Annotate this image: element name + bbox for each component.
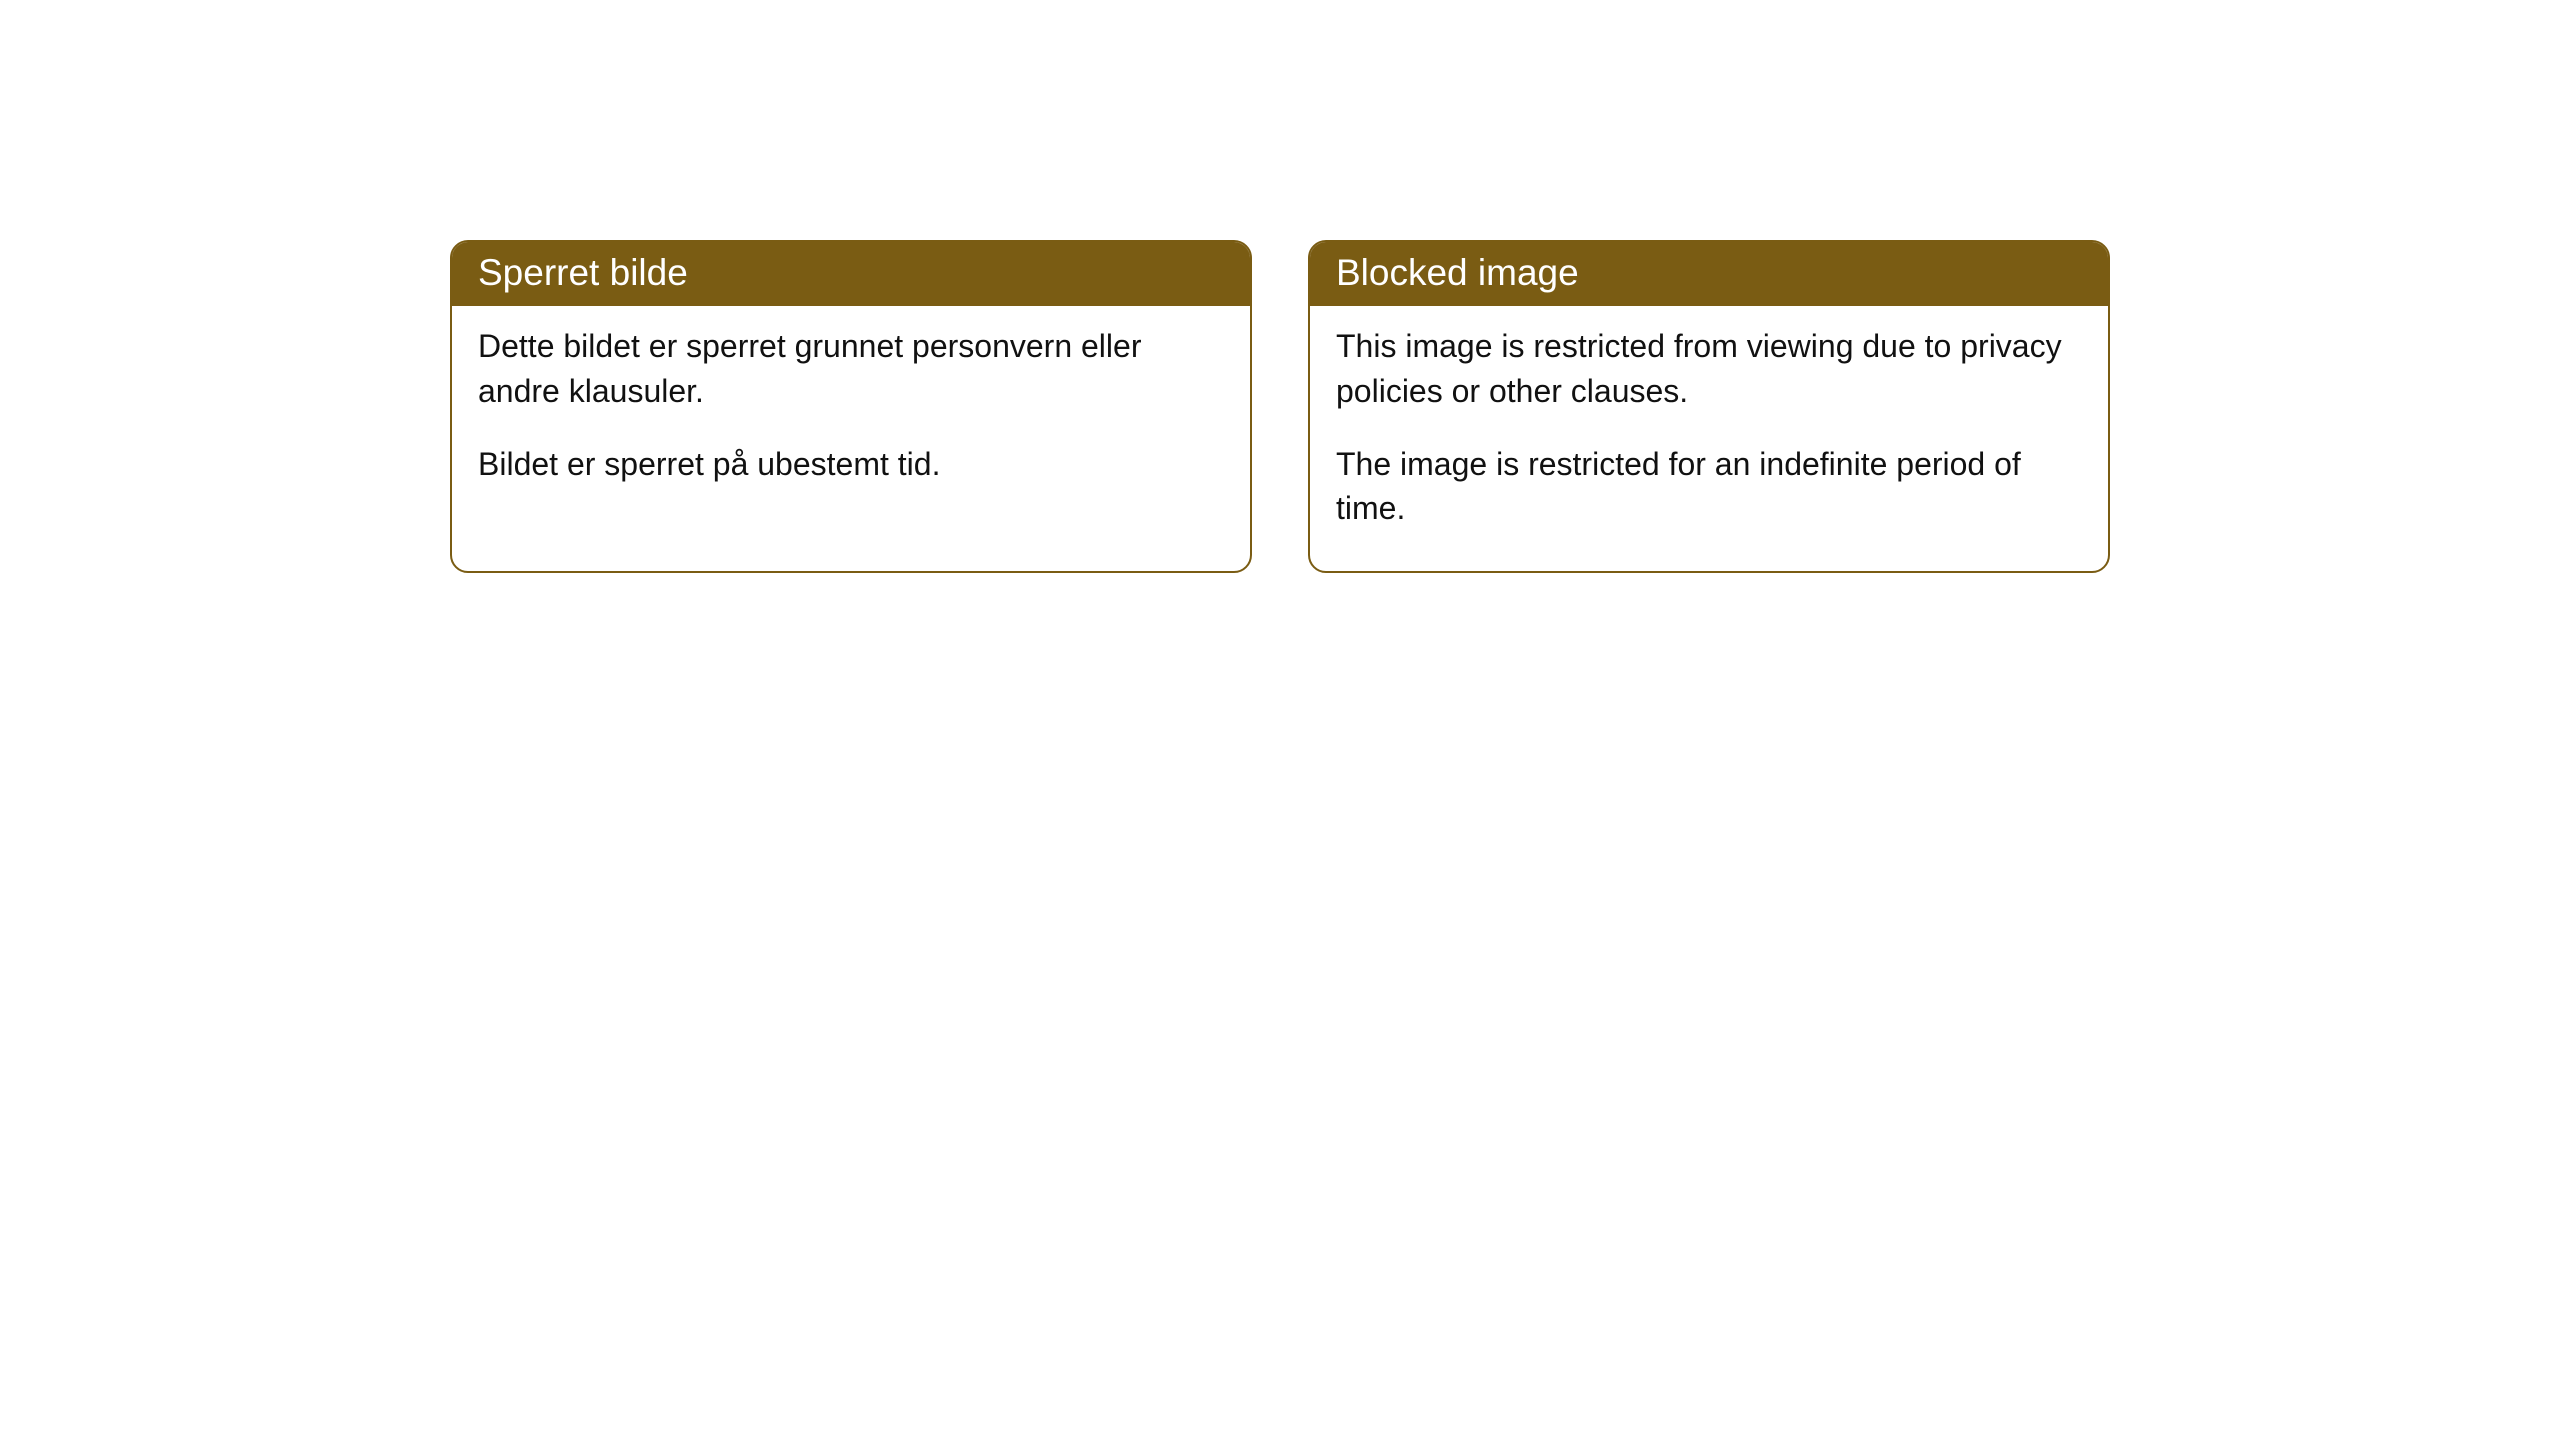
- card-body-en: This image is restricted from viewing du…: [1310, 306, 2108, 571]
- card-header-en: Blocked image: [1310, 242, 2108, 306]
- card-header-no: Sperret bilde: [452, 242, 1250, 306]
- card-paragraph: Dette bildet er sperret grunnet personve…: [478, 324, 1224, 414]
- card-body-no: Dette bildet er sperret grunnet personve…: [452, 306, 1250, 526]
- blocked-image-card-en: Blocked image This image is restricted f…: [1308, 240, 2110, 573]
- notice-cards-container: Sperret bilde Dette bildet er sperret gr…: [0, 240, 2560, 573]
- card-paragraph: Bildet er sperret på ubestemt tid.: [478, 442, 1224, 487]
- card-paragraph: The image is restricted for an indefinit…: [1336, 442, 2082, 532]
- blocked-image-card-no: Sperret bilde Dette bildet er sperret gr…: [450, 240, 1252, 573]
- card-paragraph: This image is restricted from viewing du…: [1336, 324, 2082, 414]
